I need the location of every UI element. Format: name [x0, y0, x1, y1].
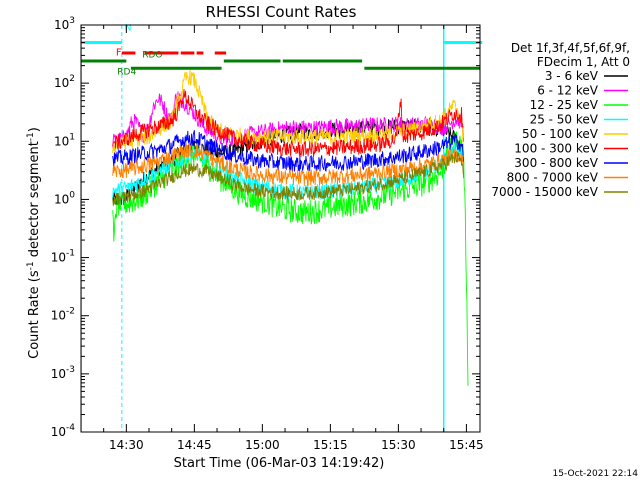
plot-clip-group: [81, 25, 469, 432]
series-line-6: [112, 130, 465, 172]
x-tick-label: 15:00: [245, 438, 280, 452]
legend-entry-label: 50 - 100 keV: [522, 127, 599, 141]
legend-entry-label: 300 - 800 keV: [514, 156, 598, 170]
y-tick-label: 10-1: [51, 249, 75, 265]
y-tick-label: 10-3: [51, 365, 75, 381]
plot-frame: [80, 24, 481, 433]
x-tick-label: 15:30: [381, 438, 416, 452]
series-line-8: [112, 151, 465, 207]
rdo-label: RDO: [142, 51, 162, 61]
legend-entry-label: 6 - 12 keV: [537, 84, 599, 98]
legend-entry-label: 800 - 7000 keV: [507, 171, 599, 185]
legend-header-line-2: FDecim 1, Att 0: [537, 55, 630, 69]
x-tick-label: 14:30: [109, 438, 144, 452]
x-tick-label: 14:45: [177, 438, 212, 452]
y-tick-label: 103: [54, 16, 75, 32]
rd4-label: RD4: [117, 68, 136, 78]
chart-title: RHESSI Count Rates: [206, 3, 357, 21]
axes: 103 102 101 100 10-1 10-2 10-3 10-4 14:30 14:45 15…: [51, 16, 484, 452]
y-tick-label: 10-4: [51, 423, 76, 439]
series-line-7: [112, 141, 465, 187]
legend-entry-label: 3 - 6 keV: [545, 69, 599, 83]
legend-entry-label: 100 - 300 keV: [514, 142, 598, 156]
series-line-5: [112, 89, 464, 158]
y-tick-label: 100: [54, 190, 75, 206]
legend-header-line-1: Det 1f,3f,4f,5f,6f,9f,: [511, 41, 630, 55]
legend: Det 1f,3f,4f,5f,6f,9f, FDecim 1, Att 0 3…: [491, 41, 630, 199]
footer-date: 15-Oct-2021 22:14: [553, 469, 639, 479]
legend-entry-label: 12 - 25 keV: [530, 98, 599, 112]
x-axis-label: Start Time (06-Mar-03 14:19:42): [174, 456, 385, 471]
legend-entry-label: 25 - 50 keV: [530, 113, 599, 127]
flare-label: F: [116, 47, 122, 58]
x-tick-label: 15:15: [313, 438, 348, 452]
y-tick-label: 101: [54, 132, 75, 148]
y-tick-label: 102: [54, 74, 75, 90]
x-tick-label: 15:45: [449, 438, 484, 452]
plot-area: N F RDO RD4: [81, 24, 483, 432]
y-axis-label: Count Rate (s-1 detector segment-1): [26, 127, 42, 359]
series-line-1: [112, 91, 465, 148]
orbit-night-label: N: [125, 24, 132, 34]
legend-entry-label: 7000 - 15000 keV: [491, 185, 598, 199]
y-tick-label: 10-2: [51, 307, 75, 323]
